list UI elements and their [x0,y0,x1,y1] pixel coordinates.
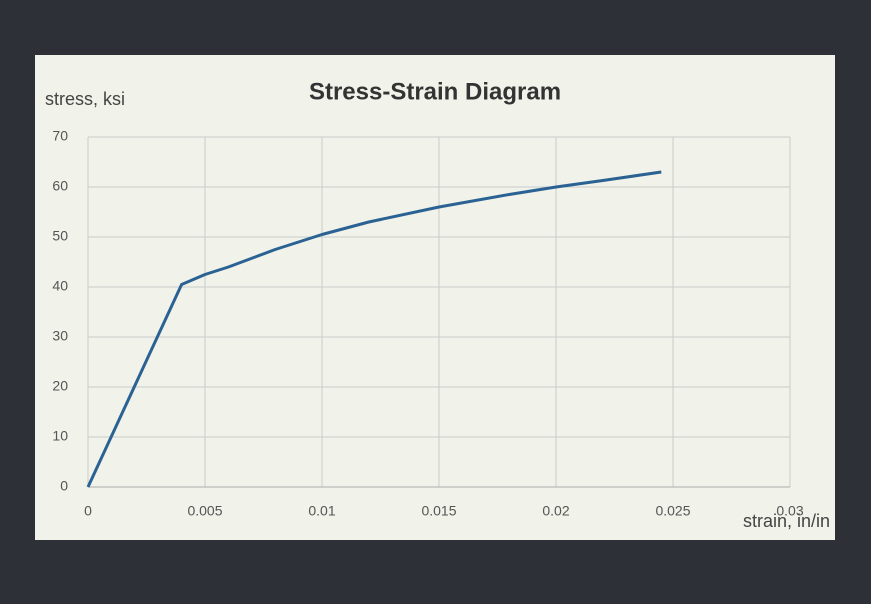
y-tick-label: 40 [52,278,68,294]
plot-area: 0 10 20 30 40 50 60 70 0 0.005 0.01 0.015 0.02 0.025 0… [52,128,803,519]
y-tick-label: 0 [60,478,68,494]
x-tick-label: 0.02 [542,503,569,519]
y-tick-label: 60 [52,178,68,194]
data-line [86,170,662,488]
y-tick-label: 10 [52,428,68,444]
x-tick-label: 0.01 [308,503,335,519]
chart-panel [35,55,835,540]
x-axis-label: strain, in/in [743,511,830,531]
y-tick-label: 30 [52,328,68,344]
x-tick-label: 0.025 [655,503,690,519]
y-tick-label: 50 [52,228,68,244]
x-tick-label: 0 [84,503,92,519]
x-tick-label: 0.015 [421,503,456,519]
y-axis-label: stress, ksi [45,89,125,109]
chart-title: Stress-Strain Diagram [309,78,561,105]
y-tick-label: 70 [52,128,68,144]
x-tick-label: 0.03 [776,503,803,519]
y-tick-label: 20 [52,378,68,394]
x-tick-label: 0.005 [187,503,222,519]
